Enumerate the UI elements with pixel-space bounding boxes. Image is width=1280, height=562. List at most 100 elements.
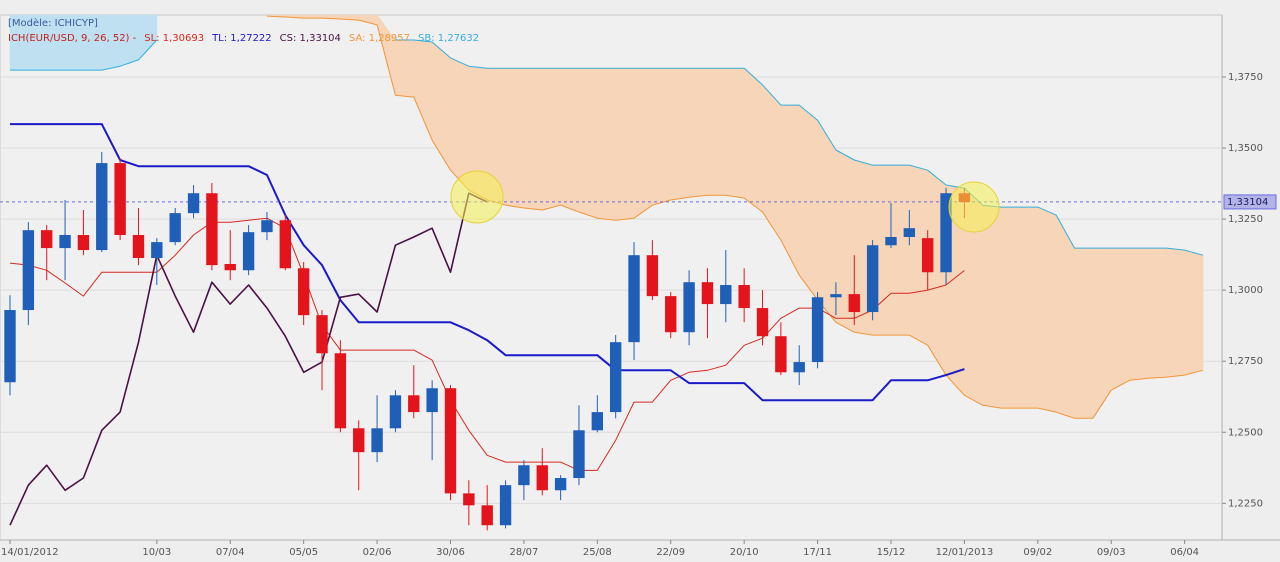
candle-body	[96, 163, 108, 251]
cloud-fill	[743, 67, 763, 213]
line-series	[9, 192, 488, 526]
candle-body	[720, 285, 732, 305]
highlight-circle	[450, 170, 504, 224]
candle-body	[591, 412, 604, 431]
candle-body	[554, 478, 567, 491]
candle-layer	[4, 152, 971, 531]
cloud-fill	[138, 15, 158, 61]
candle-body	[297, 268, 310, 316]
y-axis-panel	[1222, 15, 1280, 540]
y-tick-label: 1,2750	[1228, 356, 1263, 367]
x-tick-label: 22/09	[656, 547, 685, 558]
x-tick-label: 14/01/2012	[1, 547, 59, 558]
candle-body	[481, 505, 493, 526]
candle-body	[793, 362, 805, 373]
candle-body	[866, 245, 879, 313]
cloud-fill	[541, 67, 561, 211]
legend-indicator: ICH(EUR/USD, 9, 26, 52) -	[8, 33, 137, 44]
candle-body	[628, 255, 640, 343]
x-tick-label: 30/06	[436, 547, 465, 558]
cloud-fill	[1055, 213, 1075, 419]
legend: ICH(EUR/USD, 9, 26, 52) - SL: 1,30693 TL: …	[8, 33, 479, 44]
candle-body	[261, 220, 273, 233]
cloud-fill	[615, 67, 635, 221]
legend-entry: TL: 1,27222	[211, 33, 272, 44]
y-tick-label: 1,2250	[1228, 498, 1263, 509]
x-tick-label: 09/02	[1023, 547, 1052, 558]
candle-body	[775, 336, 787, 373]
candle-body	[756, 308, 769, 337]
y-tick-label: 1,3000	[1228, 285, 1263, 296]
legend-entry: CS: 1,33104	[280, 33, 341, 44]
cloud-fill	[1165, 247, 1185, 378]
candle-body	[922, 238, 934, 273]
cloud-fill	[725, 67, 745, 199]
candle-body	[811, 297, 824, 363]
cloud-fill	[652, 67, 672, 206]
cloud-fill	[597, 67, 616, 221]
axis-layer: 1,2250 1,2500 1,2750 1,3000 1,3250 1,3500 1,37…	[1, 72, 1277, 558]
y-tick-label: 1,3750	[1228, 72, 1263, 83]
candle-body	[206, 193, 218, 266]
candle-body	[187, 193, 200, 214]
price-label-box	[1223, 194, 1277, 210]
candle-body	[242, 232, 255, 271]
candle-body	[665, 296, 677, 333]
candle-body	[463, 493, 475, 506]
candle-body	[22, 230, 35, 311]
line-series	[10, 39, 1204, 256]
candle-body	[701, 282, 714, 305]
cloud-fill	[798, 104, 818, 302]
line-series	[9, 217, 965, 471]
candle-body	[573, 430, 585, 479]
candle-body	[169, 213, 181, 243]
cloud-fill	[670, 67, 690, 201]
x-tick-label: 15/12	[877, 547, 906, 558]
y-tick-label: 1,3250	[1228, 214, 1263, 225]
candle-body	[499, 485, 512, 526]
cloud-fill	[450, 57, 470, 191]
highlight-circle	[948, 181, 1000, 233]
cloud-fill	[707, 67, 727, 196]
legend-entry: SL: 1,30693	[144, 33, 204, 44]
candle-body	[59, 235, 71, 249]
candle-body	[444, 388, 457, 494]
x-tick-label: 17/11	[803, 547, 832, 558]
x-tick-label: 10/03	[142, 547, 171, 558]
cloud-fill	[395, 39, 415, 98]
candle-body	[848, 294, 860, 313]
candle-body	[371, 428, 383, 453]
x-tick-label: 25/08	[583, 547, 612, 558]
cloud-fill	[1074, 247, 1094, 419]
line-layer	[0, 15, 1222, 526]
candle-body	[41, 230, 53, 249]
candle-body	[536, 465, 548, 491]
cloud-layer	[9, 15, 1204, 420]
candle-body	[830, 294, 842, 298]
candle-body	[334, 353, 347, 429]
candle-body	[903, 228, 916, 237]
cloud-fill	[1000, 206, 1020, 409]
cloud-fill	[1184, 249, 1204, 376]
cloud-fill	[890, 164, 910, 336]
cloud-fill	[1037, 206, 1057, 413]
line-series	[266, 15, 1204, 419]
cloud-fill	[505, 67, 525, 209]
cloud-fill	[817, 119, 837, 324]
x-tick-label: 05/05	[289, 547, 318, 558]
x-tick-label: 09/03	[1097, 547, 1126, 558]
cloud-fill	[1147, 247, 1167, 379]
cloud-fill	[1110, 247, 1130, 391]
price-label: 1,33104	[1227, 197, 1268, 208]
y-tick-label: 1,3500	[1228, 143, 1263, 154]
cloud-fill	[1129, 247, 1149, 381]
line-series	[10, 123, 965, 402]
cloud-fill	[560, 67, 580, 213]
y-tick-label: 1,2500	[1228, 427, 1263, 438]
cloud-fill	[982, 204, 1002, 409]
candle-body	[408, 395, 420, 413]
candle-body	[609, 342, 622, 413]
candle-body	[426, 388, 438, 413]
